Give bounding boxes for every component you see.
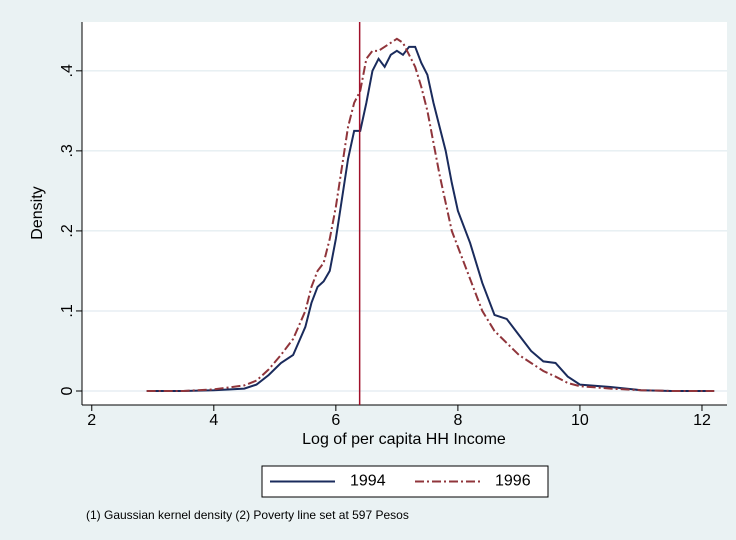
y-tick-label: .4 (59, 64, 76, 77)
legend-label: 1994 (350, 473, 386, 490)
x-tick-label: 6 (331, 412, 340, 429)
x-tick-label: 4 (209, 412, 218, 429)
plot-area (82, 22, 727, 405)
density-line (146, 45, 715, 392)
legend-label: 1996 (495, 473, 531, 490)
y-axis-title: Density (29, 186, 46, 239)
x-tick-label: 12 (693, 412, 711, 429)
x-tick-label: 2 (87, 412, 96, 429)
y-tick-label: 0 (59, 386, 76, 395)
x-tick-label: 10 (571, 412, 589, 429)
y-tick-label: .2 (59, 224, 76, 237)
x-axis-title: Log of per capita HH Income (302, 431, 506, 448)
y-tick-label: .1 (59, 304, 76, 317)
y-tick-label: .3 (59, 144, 76, 157)
density-line (146, 37, 715, 392)
note: (1) Gaussian kernel density (2) Poverty … (86, 508, 409, 522)
x-tick-label: 8 (453, 412, 462, 429)
